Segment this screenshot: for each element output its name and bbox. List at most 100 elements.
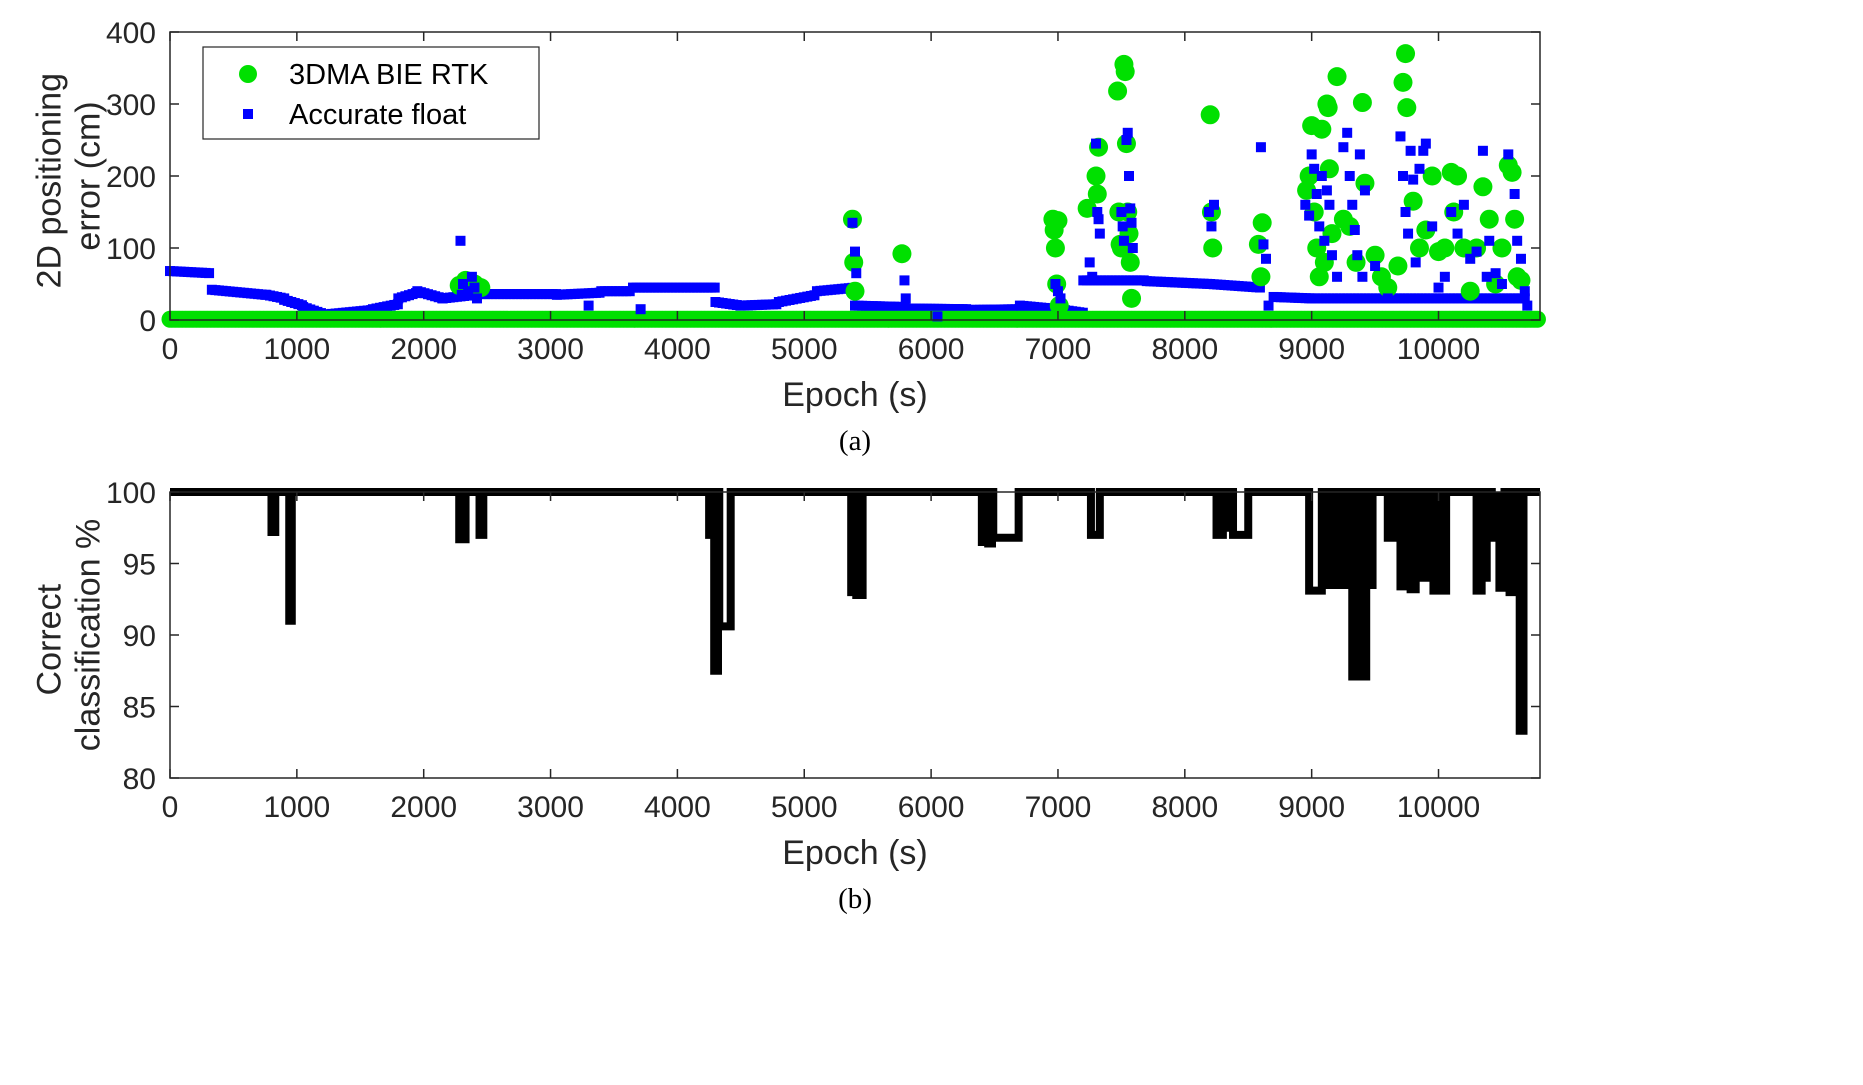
- rtk-point: [1309, 267, 1329, 287]
- float-point: [1255, 142, 1266, 153]
- chart-a-y-axis-label: 2D positioning error (cm): [30, 64, 107, 289]
- rtk-point: [1352, 93, 1372, 113]
- a-x-tick-label: 0: [162, 333, 179, 366]
- float-point: [899, 275, 910, 286]
- chart-b-caption: (b): [838, 883, 872, 915]
- rtk-point: [845, 281, 865, 301]
- float-point: [1405, 145, 1416, 156]
- float-point: [1408, 174, 1419, 185]
- rtk-point: [1327, 67, 1347, 87]
- float-point: [1092, 207, 1103, 217]
- float-point: [1314, 221, 1325, 232]
- float-point: [1465, 253, 1476, 264]
- rtk-point: [1115, 62, 1135, 82]
- b-x-tick-label: 4000: [644, 791, 711, 824]
- b-y-tick-label: 95: [123, 549, 156, 582]
- float-point: [1352, 250, 1363, 261]
- series-accurate-float-outliers: [455, 127, 1533, 322]
- float-point: [1452, 228, 1463, 239]
- rtk-point: [1397, 98, 1417, 118]
- rtk-point: [1479, 209, 1499, 229]
- float-point: [1208, 199, 1219, 210]
- a-y-tick-label: 300: [106, 89, 156, 122]
- rtk-point: [1502, 162, 1522, 182]
- a-y-tick-label: 100: [106, 233, 156, 266]
- float-point: [1125, 203, 1136, 214]
- rtk-point: [1473, 177, 1493, 197]
- chart-a-ticks: 0 1000 2000 3000 4000 5000 6000 7000 8000 9000 100…: [106, 17, 1540, 366]
- float-point: [1332, 271, 1343, 282]
- float-point: [1306, 149, 1317, 160]
- float-point: [1418, 145, 1429, 156]
- float-point: [1503, 149, 1514, 160]
- a-y-tick-label: 0: [139, 305, 156, 338]
- chart-b-y-axis-label-line-1: Correct: [30, 583, 68, 695]
- float-point: [1338, 142, 1349, 153]
- float-point: [635, 304, 646, 315]
- float-point: [1484, 235, 1495, 246]
- float-point: [1403, 228, 1414, 239]
- chart-b-y-axis-label: Correct classification %: [30, 519, 107, 751]
- b-x-tick-label: 7000: [1025, 791, 1092, 824]
- rtk-point: [1492, 238, 1512, 258]
- b-x-tick-label: 10000: [1397, 791, 1480, 824]
- rtk-point: [1045, 238, 1065, 258]
- float-point: [1316, 171, 1327, 181]
- float-point: [1370, 261, 1381, 271]
- float-point: [1522, 300, 1533, 311]
- rtk-point: [1048, 211, 1068, 231]
- float-point: [455, 235, 466, 246]
- rtk-point: [1122, 288, 1142, 308]
- float-point: [1300, 199, 1311, 210]
- b-x-tick-label: 8000: [1151, 791, 1218, 824]
- b-x-tick-label: 6000: [898, 791, 965, 824]
- b-x-tick-label: 5000: [771, 791, 838, 824]
- float-point: [1519, 293, 1530, 304]
- float-point: [1091, 138, 1102, 149]
- float-point: [1254, 282, 1265, 293]
- float-point: [1433, 282, 1444, 293]
- float-point: [1512, 235, 1523, 246]
- a-x-tick-label: 6000: [898, 333, 965, 366]
- chart-a-x-axis-label: Epoch (s): [782, 376, 928, 414]
- a-x-tick-label: 4000: [644, 333, 711, 366]
- float-point: [1087, 271, 1098, 282]
- chart-b-x-axis-label: Epoch (s): [782, 834, 928, 872]
- float-point: [1127, 243, 1138, 253]
- rtk-point: [1511, 270, 1531, 290]
- float-point: [1124, 171, 1134, 181]
- float-point: [1126, 217, 1137, 228]
- float-point: [1304, 210, 1315, 221]
- rtk-point: [1251, 267, 1271, 287]
- float-point: [1344, 171, 1355, 181]
- float-point: [709, 282, 720, 293]
- float-point: [456, 289, 467, 300]
- float-point: [1055, 293, 1066, 304]
- float-point: [1258, 239, 1269, 250]
- rtk-point: [1086, 166, 1106, 186]
- a-x-tick-label: 8000: [1151, 333, 1218, 366]
- float-point: [1326, 250, 1337, 261]
- float-point: [1261, 253, 1271, 264]
- rtk-point: [1297, 180, 1317, 200]
- b-y-tick-label: 100: [106, 477, 156, 510]
- rtk-point: [1460, 281, 1480, 301]
- chart-b-y-axis-label-line-2: classification %: [69, 519, 107, 751]
- a-x-tick-label: 5000: [771, 333, 838, 366]
- a-x-tick-label: 10000: [1397, 333, 1480, 366]
- a-y-tick-label: 200: [106, 161, 156, 194]
- rtk-point: [1365, 245, 1385, 265]
- float-point: [1349, 225, 1360, 235]
- legend-box: [202, 46, 540, 140]
- rtk-point: [1435, 238, 1455, 258]
- float-point: [1263, 300, 1274, 311]
- float-point: [1496, 279, 1507, 289]
- rtk-point: [1448, 166, 1468, 186]
- float-point: [1420, 138, 1431, 149]
- rtk-point: [1318, 98, 1338, 118]
- a-x-tick-label: 1000: [263, 333, 330, 366]
- chart-a-y-axis-label-line-1: 2D positioning: [30, 73, 68, 288]
- float-point: [1122, 127, 1133, 138]
- rtk-point: [1422, 166, 1442, 186]
